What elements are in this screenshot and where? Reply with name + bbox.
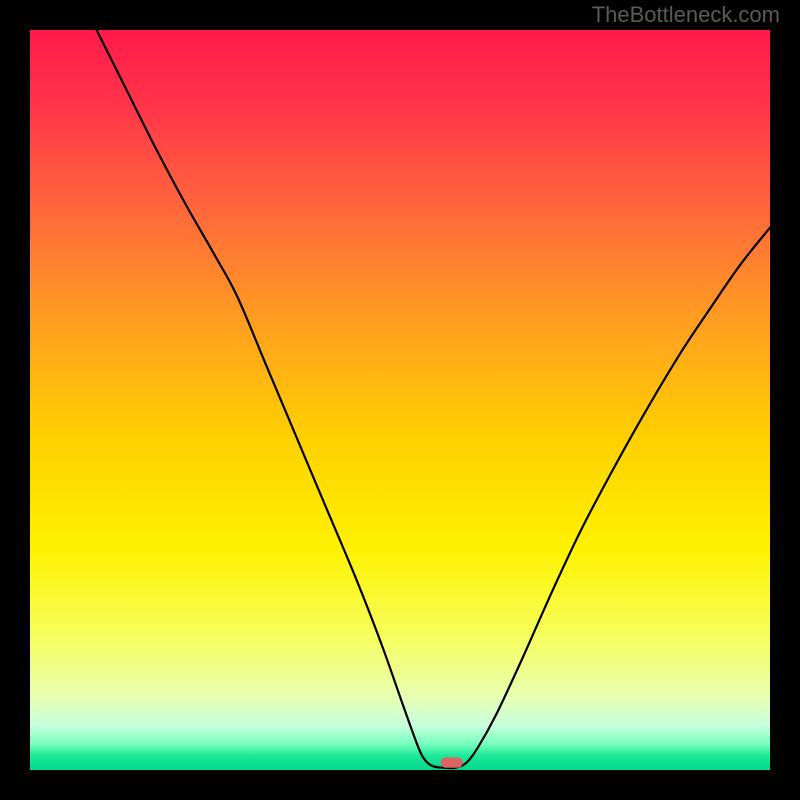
- chart-svg: [30, 30, 770, 770]
- min-marker: [441, 757, 463, 767]
- bottleneck-chart: [30, 30, 770, 770]
- chart-background: [30, 30, 770, 770]
- watermark-text: TheBottleneck.com: [592, 2, 780, 28]
